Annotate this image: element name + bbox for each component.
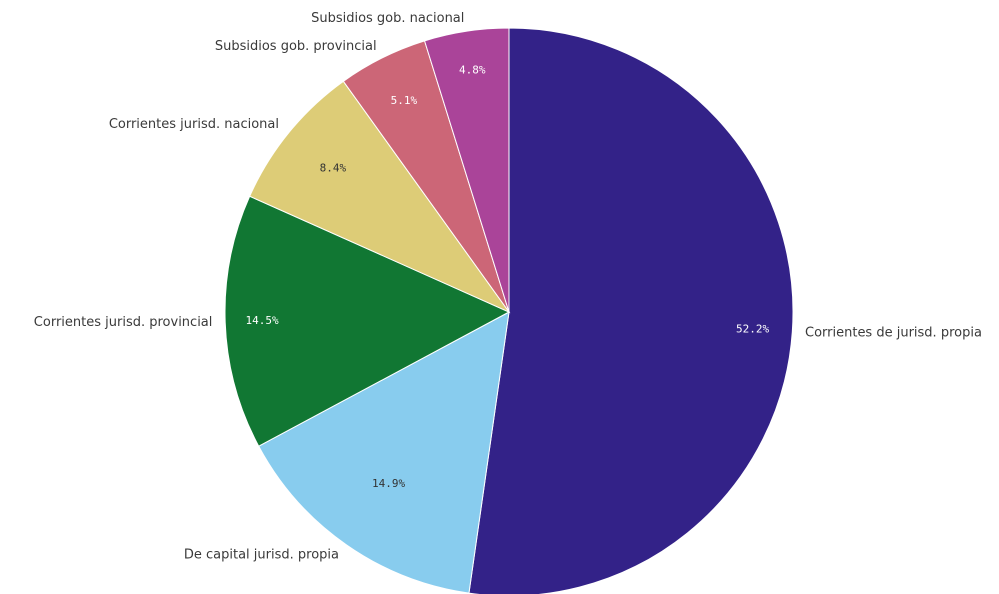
slice-percent-label: 5.1%	[391, 94, 418, 107]
category-labels: Corrientes de jurisd. propia De capital j…	[34, 11, 982, 563]
pie-slice-de-capital-jurisd-propia[interactable]	[258, 311, 510, 594]
slice-percent-label: 8.4%	[320, 161, 347, 174]
pie-slice-corrientes-de-jurisd-propia[interactable]	[468, 27, 794, 594]
slice-percent-label: 4.8%	[459, 64, 486, 77]
slice-category-label: Corrientes jurisd. nacional	[109, 117, 279, 132]
slice-category-label: Subsidios gob. provincial	[215, 39, 377, 54]
pie-slices	[224, 27, 794, 594]
slice-percent-label: 52.2%	[736, 322, 769, 335]
percent-labels: 52.2% 14.9% 14.5% 8.4% 5.1% 4.8%	[246, 64, 770, 491]
slice-percent-label: 14.9%	[372, 477, 405, 490]
pie-slice-corrientes-jurisd-nacional[interactable]	[248, 80, 511, 314]
slice-category-label: Corrientes jurisd. provincial	[34, 315, 213, 330]
slice-category-label: Subsidios gob. nacional	[311, 11, 464, 26]
slice-percent-label: 14.5%	[246, 314, 279, 327]
pie-slice-corrientes-jurisd-provincial[interactable]	[224, 195, 511, 447]
slice-category-label: De capital jurisd. propia	[184, 548, 339, 563]
pie-slice-subsidios-gob-nacional[interactable]	[423, 27, 510, 313]
slice-category-label: Corrientes de jurisd. propia	[805, 326, 982, 341]
